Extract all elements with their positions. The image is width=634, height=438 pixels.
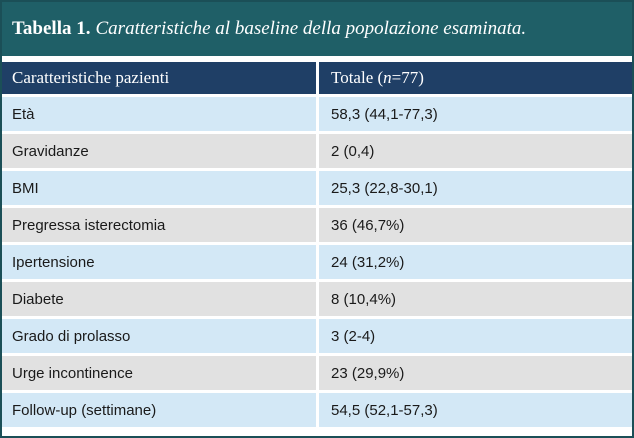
row-value: 2 (0,4) [331, 142, 375, 160]
header-total-prefix: Totale ( [331, 68, 384, 87]
row-value: 23 (29,9%) [331, 364, 405, 382]
row-label: Diabete [2, 282, 319, 316]
table-row: Diabete 8 (10,4%) [2, 279, 632, 316]
row-value: 36 (46,7%) [331, 216, 405, 234]
table-row: Follow-up (settimane) 54,5 (52,1-57,3) [2, 390, 632, 427]
row-label: BMI [2, 171, 319, 205]
header-total: Totale (n =77) [319, 68, 424, 88]
table-row: Età 58,3 (44,1-77,3) [2, 94, 632, 131]
table-row: Urge incontinence 23 (29,9%) [2, 353, 632, 390]
row-value: 8 (10,4%) [331, 290, 397, 308]
row-label: Ipertensione [2, 245, 319, 279]
row-value: 25,3 (22,8-30,1) [331, 179, 438, 197]
row-value: 3 (2-4) [331, 327, 376, 345]
table-number: Tabella 1. [12, 18, 91, 39]
row-label: Gravidanze [2, 134, 319, 168]
header-characteristics: Caratteristiche pazienti [2, 62, 319, 94]
row-value: 54,5 (52,1-57,3) [331, 401, 438, 419]
table-row: BMI 25,3 (22,8-30,1) [2, 168, 632, 205]
row-label: Età [2, 97, 319, 131]
table-caption: Caratteristiche al baseline della popola… [95, 18, 527, 39]
table-header-row: Caratteristiche pazienti Totale (n =77) [2, 56, 632, 94]
row-value: 58,3 (44,1-77,3) [331, 105, 438, 123]
row-label: Follow-up (settimane) [2, 393, 319, 427]
row-label: Urge incontinence [2, 356, 319, 390]
table-row: Pregressa isterectomia 36 (46,7%) [2, 205, 632, 242]
row-value: 24 (31,2%) [331, 253, 405, 271]
table-row: Gravidanze 2 (0,4) [2, 131, 632, 168]
row-label: Grado di prolasso [2, 319, 319, 353]
header-characteristics-label: Caratteristiche pazienti [12, 68, 170, 87]
header-total-n: n [383, 68, 392, 87]
row-label: Pregressa isterectomia [2, 208, 319, 242]
header-total-suffix: =77) [391, 68, 424, 87]
table-row: Grado di prolasso 3 (2-4) [2, 316, 632, 353]
table-title-bar: Tabella 1. Caratteristiche al baseline d… [2, 2, 632, 56]
table-row: Ipertensione 24 (31,2%) [2, 242, 632, 279]
